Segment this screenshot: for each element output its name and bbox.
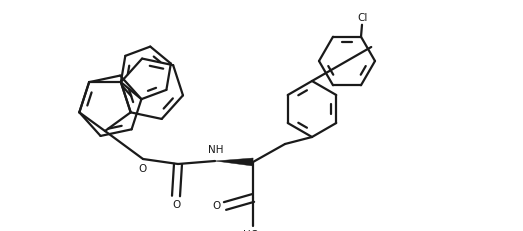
Polygon shape — [215, 158, 253, 166]
Text: HO: HO — [243, 230, 259, 231]
Text: Cl: Cl — [358, 13, 368, 23]
Text: O: O — [138, 164, 146, 173]
Text: O: O — [213, 201, 221, 211]
Text: NH: NH — [208, 145, 224, 155]
Text: O: O — [172, 200, 180, 210]
